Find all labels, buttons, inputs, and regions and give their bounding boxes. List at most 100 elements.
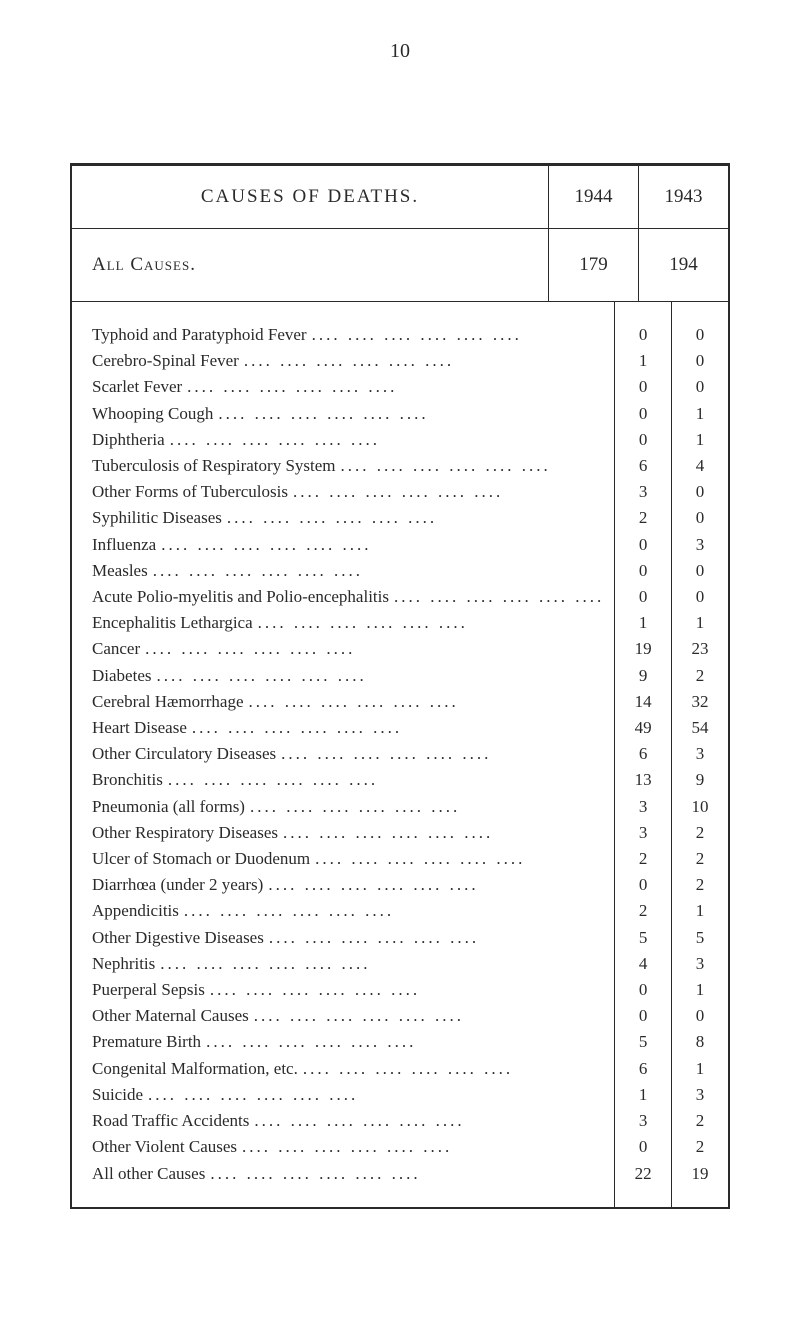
table-row-label: Diarrhœa (under 2 years).... .... .... .… [92, 872, 604, 898]
value-1944: 49 [620, 715, 666, 741]
table-row-label: Influenza.... .... .... .... .... .... [92, 532, 604, 558]
leader-dots: .... .... .... .... .... .... [187, 374, 604, 400]
value-1943: 0 [677, 374, 723, 400]
table-row-label: Cerebro-Spinal Fever.... .... .... .... … [92, 348, 604, 374]
cause-label: Scarlet Fever [92, 374, 182, 400]
table-row-label: Ulcer of Stomach or Duodenum.... .... ..… [92, 846, 604, 872]
value-1944: 0 [620, 532, 666, 558]
leader-dots: .... .... .... .... .... .... [283, 820, 604, 846]
value-1943: 8 [677, 1029, 723, 1055]
value-1944: 9 [620, 663, 666, 689]
table-row-label: Heart Disease.... .... .... .... .... ..… [92, 715, 604, 741]
leader-dots: .... .... .... .... .... .... [210, 977, 604, 1003]
cause-label: Bronchitis [92, 767, 163, 793]
cause-label: Congenital Malformation, etc. [92, 1056, 298, 1082]
cause-label: Appendicitis [92, 898, 179, 924]
leader-dots: .... .... .... .... .... .... [303, 1056, 604, 1082]
header-causes: CAUSES OF DEATHS. [72, 166, 548, 228]
value-1943: 0 [677, 558, 723, 584]
cause-label: Other Circulatory Diseases [92, 741, 276, 767]
value-1943: 3 [677, 1082, 723, 1108]
value-1943: 3 [677, 741, 723, 767]
table-row-label: Appendicitis.... .... .... .... .... ...… [92, 898, 604, 924]
value-1944: 2 [620, 505, 666, 531]
header-year-1943: 1943 [638, 166, 728, 228]
all-causes-label: All Causes. [72, 229, 548, 301]
cause-label: Other Digestive Diseases [92, 925, 264, 951]
page-number: 10 [70, 40, 730, 63]
cause-label: Cerebral Hæmorrhage [92, 689, 244, 715]
table-row-label: Other Circulatory Diseases.... .... ....… [92, 741, 604, 767]
cause-label: Diphtheria [92, 427, 165, 453]
leader-dots: .... .... .... .... .... .... [341, 453, 605, 479]
value-1943: 10 [677, 794, 723, 820]
value-1943: 0 [677, 322, 723, 348]
value-1943: 2 [677, 820, 723, 846]
value-1943: 2 [677, 872, 723, 898]
table-row-label: Diabetes.... .... .... .... .... .... [92, 663, 604, 689]
value-1944: 0 [620, 1134, 666, 1160]
cause-label: Cerebro-Spinal Fever [92, 348, 239, 374]
table-row-label: Other Violent Causes.... .... .... .... … [92, 1134, 604, 1160]
value-1943: 2 [677, 1108, 723, 1134]
leader-dots: .... .... .... .... .... .... [168, 767, 604, 793]
table-row-label: Puerperal Sepsis.... .... .... .... ....… [92, 977, 604, 1003]
value-1943: 23 [677, 636, 723, 662]
cause-label: Cancer [92, 636, 140, 662]
cause-label: Diabetes [92, 663, 151, 689]
value-1944: 1 [620, 348, 666, 374]
data-section: Typhoid and Paratyphoid Fever.... .... .… [72, 302, 728, 1207]
leader-dots: .... .... .... .... .... .... [160, 951, 604, 977]
value-1944: 0 [620, 558, 666, 584]
all-causes-row: All Causes. 179 194 [72, 229, 728, 302]
leader-dots: .... .... .... .... .... .... [210, 1161, 604, 1187]
leader-dots: .... .... .... .... .... .... [315, 846, 604, 872]
table-row-label: Other Respiratory Diseases.... .... ....… [92, 820, 604, 846]
header-year-1944: 1944 [548, 166, 638, 228]
value-1943: 32 [677, 689, 723, 715]
table-row-label: Congenital Malformation, etc..... .... .… [92, 1056, 604, 1082]
value-1943: 3 [677, 951, 723, 977]
table-row-label: Premature Birth.... .... .... .... .... … [92, 1029, 604, 1055]
leader-dots: .... .... .... .... .... .... [153, 558, 605, 584]
leader-dots: .... .... .... .... .... .... [244, 348, 604, 374]
leader-dots: .... .... .... .... .... .... [145, 636, 604, 662]
all-causes-val-1943: 194 [638, 229, 728, 301]
leader-dots: .... .... .... .... .... .... [293, 479, 604, 505]
table-row-label: Nephritis.... .... .... .... .... .... [92, 951, 604, 977]
table-row-label: Suicide.... .... .... .... .... .... [92, 1082, 604, 1108]
table-row-label: Cerebral Hæmorrhage.... .... .... .... .… [92, 689, 604, 715]
value-1943: 4 [677, 453, 723, 479]
table-row-label: Measles.... .... .... .... .... .... [92, 558, 604, 584]
value-1943: 1 [677, 898, 723, 924]
table-row-label: Syphilitic Diseases.... .... .... .... .… [92, 505, 604, 531]
cause-label: Heart Disease [92, 715, 187, 741]
table-row-label: Cancer.... .... .... .... .... .... [92, 636, 604, 662]
leader-dots: .... .... .... .... .... .... [156, 663, 604, 689]
cause-label: Encephalitis Lethargica [92, 610, 253, 636]
table-row-label: Scarlet Fever.... .... .... .... .... ..… [92, 374, 604, 400]
value-1944: 6 [620, 453, 666, 479]
value-1944: 22 [620, 1161, 666, 1187]
data-column-1943: 00011400300123232543910222153108132219 [671, 302, 728, 1207]
leader-dots: .... .... .... .... .... .... [184, 898, 604, 924]
cause-label: Puerperal Sepsis [92, 977, 205, 1003]
value-1944: 5 [620, 1029, 666, 1055]
table-row-label: Tuberculosis of Respiratory System.... .… [92, 453, 604, 479]
value-1944: 0 [620, 322, 666, 348]
value-1944: 0 [620, 374, 666, 400]
value-1944: 2 [620, 898, 666, 924]
cause-label: Typhoid and Paratyphoid Fever [92, 322, 307, 348]
value-1943: 2 [677, 663, 723, 689]
table-row-label: Other Maternal Causes.... .... .... ....… [92, 1003, 604, 1029]
leader-dots: .... .... .... .... .... .... [192, 715, 604, 741]
table-row-label: Other Digestive Diseases.... .... .... .… [92, 925, 604, 951]
value-1944: 14 [620, 689, 666, 715]
table-row-label: Whooping Cough.... .... .... .... .... .… [92, 401, 604, 427]
leader-dots: .... .... .... .... .... .... [312, 322, 605, 348]
data-column-1944: 01000632000119914496133320254005613022 [614, 302, 671, 1207]
cause-label: Influenza [92, 532, 156, 558]
causes-table: CAUSES OF DEATHS. 1944 1943 All Causes. … [70, 163, 730, 1209]
value-1944: 0 [620, 427, 666, 453]
cause-label: Syphilitic Diseases [92, 505, 222, 531]
